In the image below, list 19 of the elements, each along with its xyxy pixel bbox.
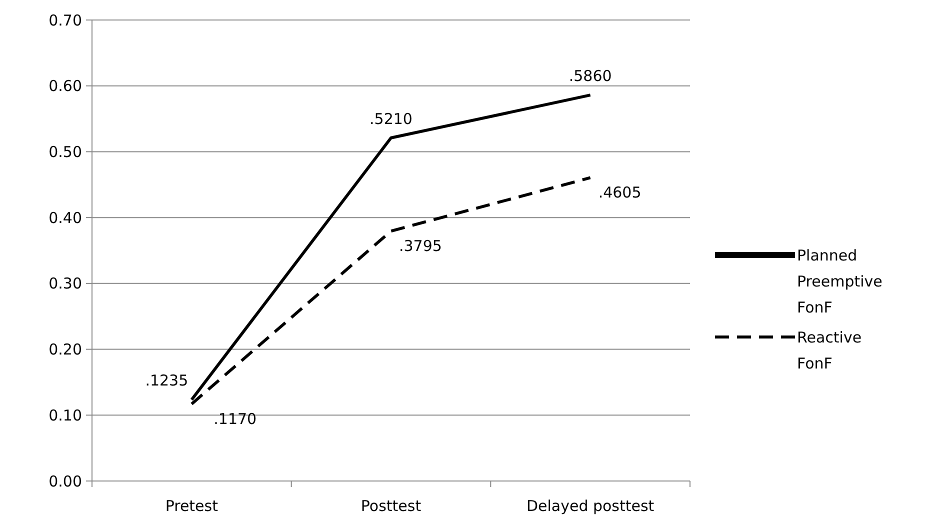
data-label: .5860 xyxy=(568,67,612,86)
y-tick-label: 0.30 xyxy=(48,274,82,293)
x-tick-label: Delayed posttest xyxy=(526,497,654,515)
data-label: .1170 xyxy=(214,410,257,428)
data-label: .5210 xyxy=(370,110,412,128)
text: Planned Preemptive FonF xyxy=(797,246,882,316)
x-tick-label: Posttest xyxy=(360,497,422,515)
y-tick-label: 0.00 xyxy=(48,472,82,490)
data-label: .4605 xyxy=(598,184,642,202)
y-tick-label: 0.60 xyxy=(48,77,82,96)
y-tick-label: 0.10 xyxy=(48,406,82,424)
x-tick-label: Pretest xyxy=(165,497,218,515)
text: Reactive FonF xyxy=(797,328,862,372)
data-label: .1235 xyxy=(145,372,188,390)
y-tick-label: 0.20 xyxy=(48,340,82,359)
y-tick-label: 0.40 xyxy=(48,208,82,227)
data-label: .3795 xyxy=(399,237,442,256)
y-tick-label: 0.70 xyxy=(48,11,82,30)
y-tick-label: 0.50 xyxy=(48,142,82,161)
